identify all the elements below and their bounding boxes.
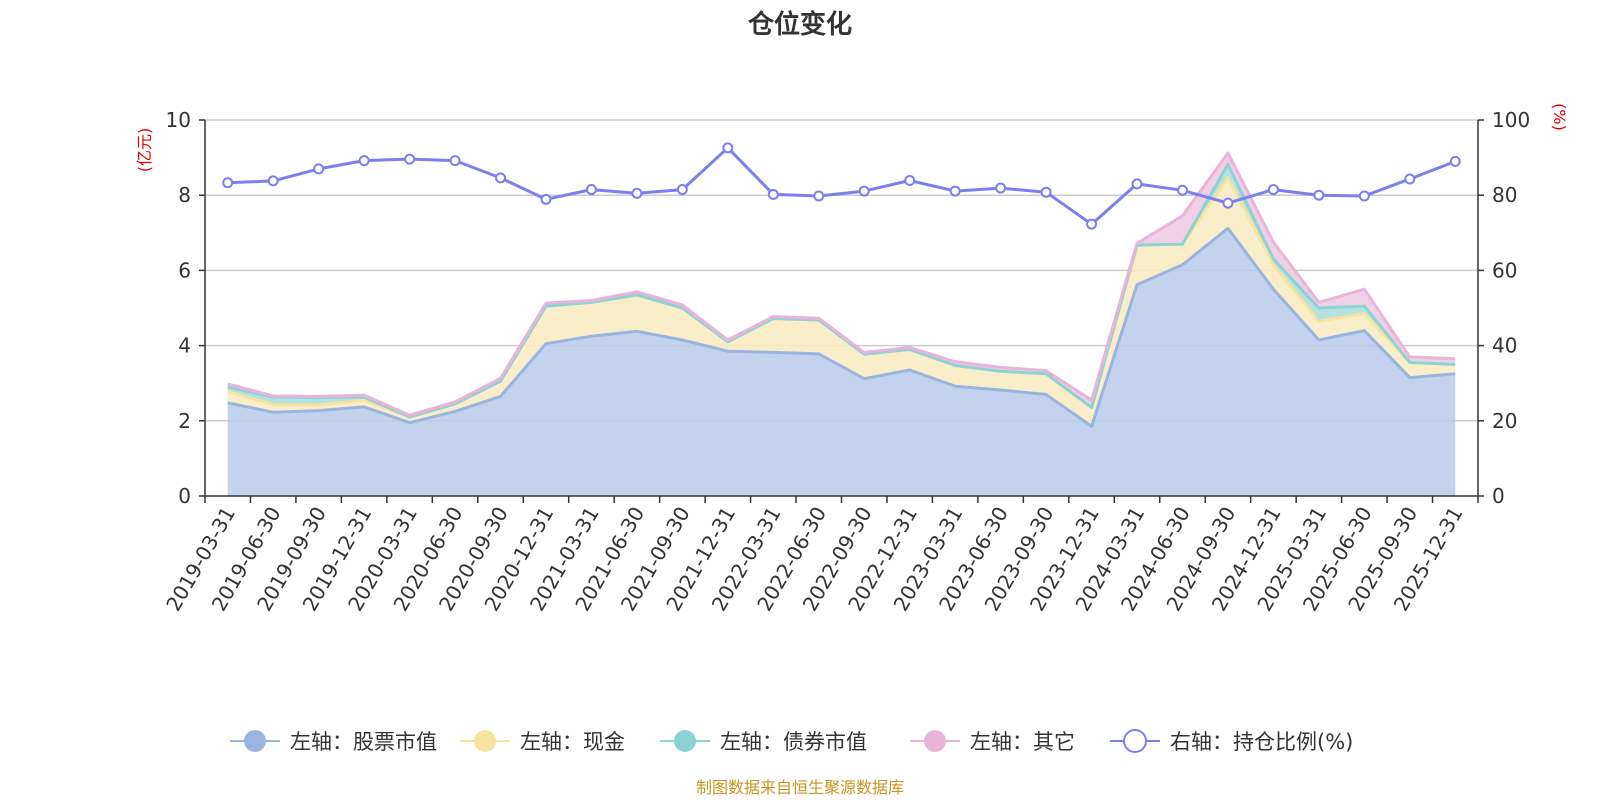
legend-marker — [474, 730, 496, 752]
ratio-point — [858, 185, 870, 197]
ratio-point — [1040, 186, 1052, 198]
legend-item-1[interactable]: 左轴：现金 — [460, 730, 625, 754]
ratio-point — [267, 175, 279, 187]
ratio-point — [1131, 178, 1143, 190]
stacked-areas — [227, 153, 1456, 497]
data-source-note: 制图数据来自恒生聚源数据库 — [696, 778, 904, 797]
area-0 — [227, 228, 1456, 497]
right-axis-tick-label: 60 — [1492, 258, 1517, 282]
ratio-point — [995, 182, 1007, 194]
ratio-point — [904, 175, 916, 187]
ratio-point — [1267, 184, 1279, 196]
right-axis-tick-label: 80 — [1492, 183, 1517, 207]
right-axis-unit: (%) — [1550, 103, 1569, 131]
left-axis-tick-label: 2 — [178, 409, 191, 433]
ratio-line — [227, 146, 1456, 226]
ratio-point — [222, 177, 234, 189]
ratio-point — [313, 163, 325, 175]
left-axis-tick-label: 6 — [178, 258, 191, 282]
legend-marker — [1123, 729, 1147, 753]
ratio-point — [722, 142, 734, 154]
legend-label: 左轴：其它 — [970, 730, 1075, 754]
ratio-point — [767, 188, 779, 200]
ratio-point — [676, 184, 688, 196]
ratio-point — [1449, 155, 1461, 167]
left-axis-tick-label: 4 — [178, 334, 191, 358]
legend-marker — [244, 730, 266, 752]
ratio-point — [495, 172, 507, 184]
legend-item-4[interactable]: 右轴：持仓比例(%) — [1110, 729, 1353, 754]
legend-marker — [924, 730, 946, 752]
legend-label: 左轴：股票市值 — [290, 730, 437, 754]
legend-label: 右轴：持仓比例(%) — [1170, 730, 1353, 754]
legend-label: 左轴：现金 — [520, 730, 625, 754]
left-axis-tick-label: 10 — [166, 108, 191, 132]
right-axis-tick-label: 0 — [1492, 484, 1505, 508]
ratio-point — [1086, 218, 1098, 230]
legend-item-0[interactable]: 左轴：股票市值 — [230, 730, 437, 754]
legend-item-3[interactable]: 左轴：其它 — [910, 730, 1075, 754]
ratio-point — [585, 184, 597, 196]
legend-marker — [674, 730, 696, 752]
ratio-point — [404, 153, 416, 165]
ratio-point — [1313, 189, 1325, 201]
right-axis-tick-label: 20 — [1492, 409, 1517, 433]
ratio-point — [1358, 190, 1370, 202]
ratio-point — [1222, 197, 1234, 209]
ratio-point — [358, 155, 370, 167]
legend-label: 左轴：债券市值 — [720, 730, 867, 754]
ratio-point — [449, 155, 461, 167]
left-axis-tick-label: 8 — [178, 183, 191, 207]
chart-title: 仓位变化 — [747, 9, 852, 40]
ratio-point — [540, 193, 552, 205]
right-axis-tick-label: 40 — [1492, 334, 1517, 358]
right-axis-tick-label: 100 — [1492, 108, 1530, 132]
area-edge-0 — [227, 226, 1456, 428]
holding-ratio-series — [222, 142, 1461, 230]
legend: 左轴：股票市值 左轴：现金 左轴：债券市值 左轴：其它 右轴：持仓比例(%) — [230, 729, 1353, 754]
ratio-point — [1404, 173, 1416, 185]
ratio-point — [631, 187, 643, 199]
legend-item-2[interactable]: 左轴：债券市值 — [660, 730, 867, 754]
ratio-point — [1176, 184, 1188, 196]
ratio-point — [949, 185, 961, 197]
ratio-point — [813, 190, 825, 202]
left-axis-tick-label: 0 — [178, 484, 191, 508]
left-axis-unit: (亿元) — [135, 128, 154, 173]
